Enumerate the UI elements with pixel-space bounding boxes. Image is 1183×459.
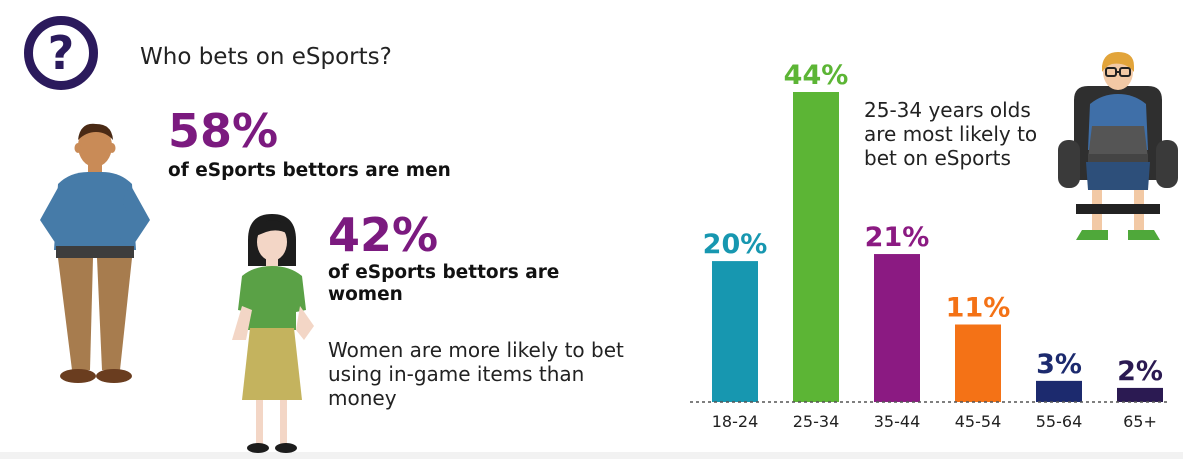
- bar-55-64: [1036, 380, 1082, 402]
- bar-value-label: 2%: [1117, 356, 1163, 387]
- bar-value-label: 21%: [865, 222, 930, 253]
- bar-value-label: 44%: [784, 60, 849, 91]
- bottom-strip: [0, 452, 1183, 459]
- bar-value-label: 11%: [946, 293, 1011, 324]
- x-tick-label: 18-24: [712, 412, 759, 431]
- age-callout: 25-34 years olds are most likely to bet …: [864, 98, 1038, 170]
- women-percent: 42%: [328, 208, 439, 262]
- women-note: Women are more likely to bet using in-ga…: [328, 338, 624, 410]
- gamer-illustration: [1058, 52, 1178, 240]
- x-tick-label: 45-54: [955, 412, 1002, 431]
- bar-25-34: [793, 92, 839, 402]
- bar-45-54: [955, 324, 1001, 402]
- bar-value-label: 3%: [1036, 349, 1082, 380]
- x-tick-label: 25-34: [793, 412, 840, 431]
- question-mark-icon: ?: [47, 26, 75, 80]
- x-tick-label: 35-44: [874, 412, 921, 431]
- bar-18-24: [712, 261, 758, 402]
- question-title: Who bets on eSports?: [140, 44, 392, 70]
- x-tick-label: 65+: [1123, 412, 1157, 431]
- woman-illustration: [232, 214, 314, 453]
- men-percent: 58%: [168, 104, 279, 158]
- question-circle-icon: [24, 16, 98, 90]
- man-illustration: [40, 123, 150, 383]
- women-label: of eSports bettors are women: [328, 262, 560, 305]
- bar-65+: [1117, 387, 1163, 402]
- bar-value-label: 20%: [703, 229, 768, 260]
- x-tick-label: 55-64: [1036, 412, 1083, 431]
- age-bar-chart: 20% 18-24 44% 25-34 21% 35-44 11% 45-54 3% 55-64 2…: [690, 60, 1170, 431]
- bar-35-44: [874, 254, 920, 402]
- men-label: of eSports bettors are men: [168, 160, 451, 181]
